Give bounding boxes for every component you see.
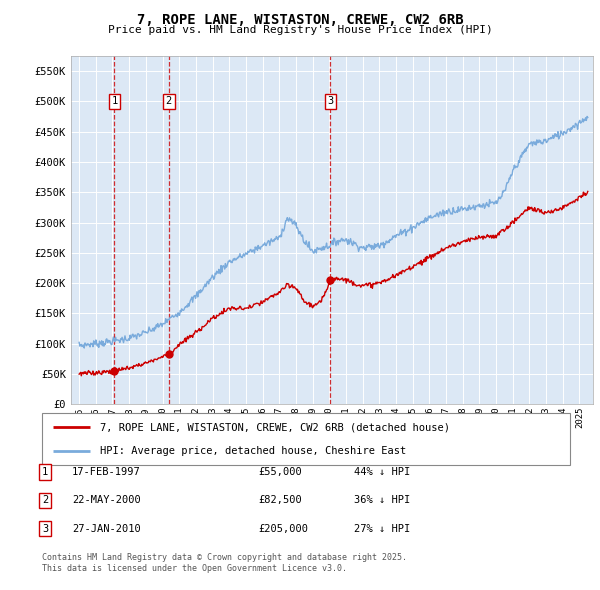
Text: £82,500: £82,500 [258, 496, 302, 505]
Text: £205,000: £205,000 [258, 524, 308, 533]
Text: £55,000: £55,000 [258, 467, 302, 477]
Text: HPI: Average price, detached house, Cheshire East: HPI: Average price, detached house, Ches… [100, 446, 406, 456]
Text: Price paid vs. HM Land Registry's House Price Index (HPI): Price paid vs. HM Land Registry's House … [107, 25, 493, 35]
Text: 2: 2 [42, 496, 48, 505]
Text: 1: 1 [112, 96, 118, 106]
Text: 3: 3 [328, 96, 334, 106]
Text: 27% ↓ HPI: 27% ↓ HPI [354, 524, 410, 533]
Text: 27-JAN-2010: 27-JAN-2010 [72, 524, 141, 533]
Text: 7, ROPE LANE, WISTASTON, CREWE, CW2 6RB: 7, ROPE LANE, WISTASTON, CREWE, CW2 6RB [137, 13, 463, 27]
Text: 2: 2 [166, 96, 172, 106]
Text: 36% ↓ HPI: 36% ↓ HPI [354, 496, 410, 505]
Text: 44% ↓ HPI: 44% ↓ HPI [354, 467, 410, 477]
Text: Contains HM Land Registry data © Crown copyright and database right 2025.
This d: Contains HM Land Registry data © Crown c… [42, 553, 407, 573]
Text: 22-MAY-2000: 22-MAY-2000 [72, 496, 141, 505]
Text: 17-FEB-1997: 17-FEB-1997 [72, 467, 141, 477]
Text: 1: 1 [42, 467, 48, 477]
Text: 7, ROPE LANE, WISTASTON, CREWE, CW2 6RB (detached house): 7, ROPE LANE, WISTASTON, CREWE, CW2 6RB … [100, 422, 450, 432]
Text: 3: 3 [42, 524, 48, 533]
